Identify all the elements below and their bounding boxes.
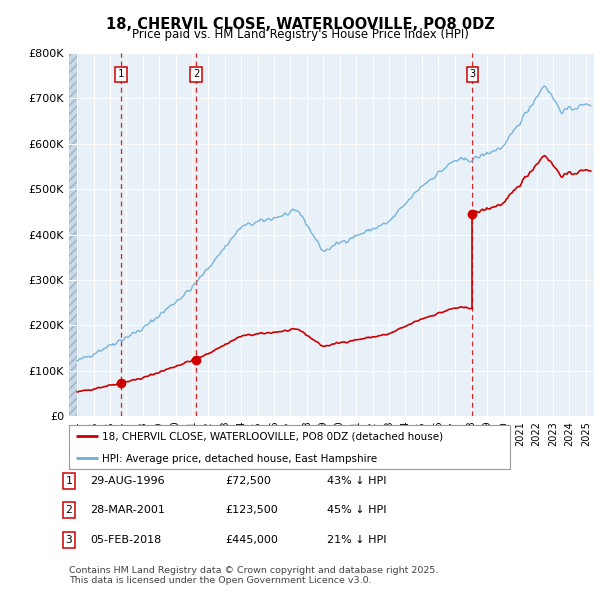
Text: 1: 1: [65, 476, 73, 486]
Text: 43% ↓ HPI: 43% ↓ HPI: [327, 476, 386, 486]
Text: 18, CHERVIL CLOSE, WATERLOOVILLE, PO8 0DZ (detached house): 18, CHERVIL CLOSE, WATERLOOVILLE, PO8 0D…: [102, 432, 443, 442]
Bar: [69, 53, 77, 416]
Text: £72,500: £72,500: [225, 476, 271, 486]
Bar: [69, 53, 77, 416]
Text: 2: 2: [65, 506, 73, 515]
FancyBboxPatch shape: [69, 425, 510, 469]
Text: 05-FEB-2018: 05-FEB-2018: [90, 535, 161, 545]
Text: 1: 1: [118, 70, 124, 80]
Text: 45% ↓ HPI: 45% ↓ HPI: [327, 506, 386, 515]
Text: 2: 2: [193, 70, 199, 80]
Text: 3: 3: [65, 535, 73, 545]
Text: 29-AUG-1996: 29-AUG-1996: [90, 476, 164, 486]
Text: 18, CHERVIL CLOSE, WATERLOOVILLE, PO8 0DZ: 18, CHERVIL CLOSE, WATERLOOVILLE, PO8 0D…: [106, 17, 494, 31]
Text: 3: 3: [469, 70, 476, 80]
Text: 28-MAR-2001: 28-MAR-2001: [90, 506, 165, 515]
Text: £445,000: £445,000: [225, 535, 278, 545]
Text: Contains HM Land Registry data © Crown copyright and database right 2025.
This d: Contains HM Land Registry data © Crown c…: [69, 566, 439, 585]
Text: 21% ↓ HPI: 21% ↓ HPI: [327, 535, 386, 545]
Text: HPI: Average price, detached house, East Hampshire: HPI: Average price, detached house, East…: [102, 454, 377, 464]
Text: £123,500: £123,500: [225, 506, 278, 515]
Text: Price paid vs. HM Land Registry's House Price Index (HPI): Price paid vs. HM Land Registry's House …: [131, 28, 469, 41]
